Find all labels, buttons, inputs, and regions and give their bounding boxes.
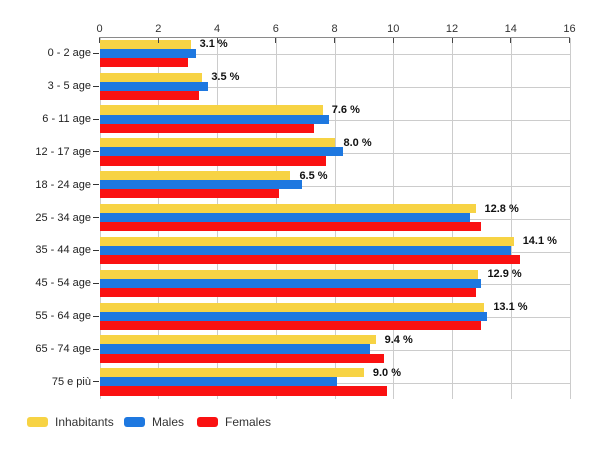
category-tick bbox=[93, 315, 99, 317]
x-axis-tick bbox=[451, 38, 453, 43]
x-axis-tick-label: 2 bbox=[155, 23, 162, 35]
x-axis-tick bbox=[569, 38, 570, 43]
data-label: 3.5 % bbox=[211, 71, 240, 84]
data-label: 14.1 % bbox=[522, 235, 557, 248]
category-tick bbox=[93, 52, 99, 54]
data-label: 9.4 % bbox=[384, 333, 413, 346]
bar-females bbox=[99, 353, 385, 363]
bar-inhabitants bbox=[99, 236, 514, 246]
bar-males bbox=[99, 245, 511, 256]
bar-inhabitants bbox=[99, 269, 479, 279]
bar-inhabitants bbox=[99, 39, 191, 49]
gridline-vertical bbox=[510, 38, 512, 400]
x-axis-tick-label: 10 bbox=[387, 23, 400, 35]
bar-males bbox=[99, 81, 209, 91]
data-label: 13.1 % bbox=[493, 301, 528, 314]
bar-males bbox=[99, 114, 329, 124]
bar-females bbox=[99, 57, 188, 67]
bar-males bbox=[99, 180, 303, 190]
category-tick bbox=[93, 85, 99, 87]
category-label: 45 - 54 age bbox=[35, 277, 91, 290]
bar-males bbox=[99, 311, 488, 321]
x-axis-tick bbox=[510, 38, 512, 43]
bar-males bbox=[99, 377, 338, 387]
x-axis-tick bbox=[157, 38, 159, 43]
bar-inhabitants bbox=[99, 171, 291, 181]
x-axis-tick bbox=[275, 38, 277, 43]
x-axis-tick-label: 14 bbox=[504, 23, 517, 35]
bar-inhabitants bbox=[99, 368, 364, 378]
category-label: 12 - 17 age bbox=[35, 145, 91, 158]
x-axis-tick bbox=[99, 38, 100, 43]
category-label: 0 - 2 age bbox=[47, 47, 91, 60]
bar-males bbox=[99, 344, 370, 354]
x-axis-tick-label: 8 bbox=[331, 23, 338, 35]
bar-females bbox=[99, 189, 279, 199]
bar-females bbox=[99, 222, 482, 232]
category-label: 65 - 74 age bbox=[35, 343, 91, 356]
bar-males bbox=[99, 278, 482, 288]
bar-females bbox=[99, 255, 520, 265]
category-tick bbox=[93, 381, 99, 383]
x-axis-tick bbox=[392, 38, 394, 43]
legend-label: Males bbox=[152, 415, 185, 429]
bar-inhabitants bbox=[99, 302, 485, 312]
bar-inhabitants bbox=[99, 105, 323, 115]
data-label: 8.0 % bbox=[343, 136, 372, 149]
legend-swatch-females bbox=[197, 417, 218, 427]
x-axis-tick-label: 0 bbox=[96, 23, 103, 35]
data-label: 12.8 % bbox=[484, 202, 519, 215]
legend-swatch-males bbox=[124, 417, 145, 427]
category-label: 75 e più bbox=[51, 375, 91, 388]
category-tick bbox=[93, 184, 99, 186]
bar-females bbox=[99, 386, 388, 396]
legend-swatch-inhabitants bbox=[27, 417, 48, 427]
category-label: 25 - 34 age bbox=[35, 211, 91, 224]
x-axis-tick bbox=[334, 38, 335, 43]
bar-females bbox=[99, 320, 482, 330]
data-label: 3.1 % bbox=[199, 38, 228, 51]
data-label: 12.9 % bbox=[487, 268, 522, 281]
bar-inhabitants bbox=[99, 138, 335, 148]
bar-males bbox=[99, 48, 197, 58]
bar-males bbox=[99, 213, 470, 223]
bar-females bbox=[99, 156, 326, 166]
legend-label: Females bbox=[225, 415, 272, 429]
category-tick bbox=[93, 217, 99, 219]
gridline-vertical bbox=[569, 38, 571, 400]
data-label: 9.0 % bbox=[372, 366, 402, 379]
x-axis-tick bbox=[216, 38, 218, 43]
bar-females bbox=[99, 287, 476, 297]
category-label: 6 - 11 age bbox=[42, 113, 91, 126]
category-tick bbox=[93, 282, 99, 284]
bar-females bbox=[99, 123, 314, 133]
bar-males bbox=[99, 147, 344, 157]
x-axis-tick-label: 6 bbox=[272, 23, 279, 35]
category-label: 35 - 44 age bbox=[35, 244, 91, 257]
x-axis-tick-label: 12 bbox=[445, 23, 459, 35]
category-label: 3 - 5 age bbox=[47, 80, 91, 93]
category-label: 55 - 64 age bbox=[35, 310, 91, 323]
data-label: 7.6 % bbox=[331, 103, 360, 116]
category-tick bbox=[93, 348, 99, 350]
bar-inhabitants bbox=[99, 335, 376, 345]
x-axis-line bbox=[99, 37, 570, 38]
category-tick bbox=[93, 151, 99, 153]
category-tick bbox=[93, 249, 99, 251]
bar-inhabitants bbox=[99, 72, 203, 82]
legend-label: Inhabitants bbox=[55, 415, 114, 429]
x-axis-tick-label: 4 bbox=[213, 23, 221, 35]
bar-inhabitants bbox=[99, 203, 476, 214]
bar-females bbox=[99, 90, 200, 100]
x-axis-tick-label: 16 bbox=[563, 23, 576, 35]
category-tick bbox=[93, 118, 99, 120]
category-label: 18 - 24 age bbox=[35, 178, 91, 191]
data-label: 6.5 % bbox=[299, 169, 328, 182]
